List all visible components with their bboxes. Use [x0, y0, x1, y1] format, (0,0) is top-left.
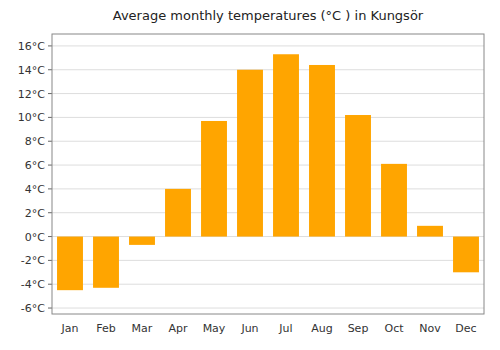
bars [57, 54, 479, 290]
tick-mark [48, 188, 52, 189]
x-tick-label: Sep [348, 322, 369, 335]
bar [345, 115, 371, 237]
x-tick-label: Jun [240, 322, 258, 335]
y-tick-label: -6°C [21, 302, 45, 315]
x-tick-label: Jan [61, 322, 79, 335]
y-tick-label: 10°C [18, 111, 45, 124]
grid-line [52, 93, 484, 94]
bar [57, 237, 83, 291]
chart: Average monthly temperatures (°C ) in Ku… [0, 0, 500, 350]
x-tick-label: Dec [455, 322, 476, 335]
grid-line [52, 188, 484, 189]
y-tick-label: 4°C [25, 183, 45, 196]
y-tick-label: 16°C [18, 40, 45, 53]
y-tick-label: 8°C [25, 135, 45, 148]
bar [273, 54, 299, 236]
y-tick-label: 14°C [18, 64, 45, 77]
bar [309, 65, 335, 237]
bar [165, 189, 191, 237]
x-tick-label: Nov [419, 322, 441, 335]
y-tick-label: 2°C [25, 207, 45, 220]
y-tick-label: 12°C [18, 88, 45, 101]
y-tick-label: -4°C [21, 278, 45, 291]
title: Average monthly temperatures (°C ) in Ku… [113, 8, 424, 23]
tick-mark [48, 165, 52, 166]
tick-mark [48, 69, 52, 70]
bar [381, 164, 407, 237]
bar [237, 70, 263, 237]
y-tick-label: 0°C [25, 231, 45, 244]
bar [93, 237, 119, 288]
grid-line [52, 117, 484, 118]
y-tick-label: -2°C [21, 254, 45, 267]
x-tick-label: Apr [168, 322, 188, 335]
x-tick-label: May [203, 322, 226, 335]
bar [129, 237, 155, 245]
tick-mark [48, 45, 52, 46]
x-tick-label: Feb [96, 322, 115, 335]
x-tick-label: Jul [278, 322, 292, 335]
grid-line [52, 45, 484, 46]
grid-line [52, 165, 484, 166]
bar [453, 237, 479, 273]
tick-mark [48, 141, 52, 142]
grid-line [52, 69, 484, 70]
x-tick-label: Oct [384, 322, 404, 335]
bar [201, 121, 227, 237]
tick-mark [48, 117, 52, 118]
x-tick-label: Mar [132, 322, 153, 335]
tick-mark [48, 260, 52, 261]
tick-mark [48, 284, 52, 285]
grid-line [52, 308, 484, 309]
x-tick-label: Aug [311, 322, 332, 335]
tick-mark [48, 212, 52, 213]
grid-line [52, 212, 484, 213]
tick-mark [48, 93, 52, 94]
y-tick-label: 6°C [25, 159, 45, 172]
plot-frame [52, 34, 484, 314]
tick-mark [48, 236, 52, 237]
tick-mark [48, 308, 52, 309]
grid-line [52, 141, 484, 142]
bar [417, 226, 443, 237]
grid [52, 46, 484, 308]
